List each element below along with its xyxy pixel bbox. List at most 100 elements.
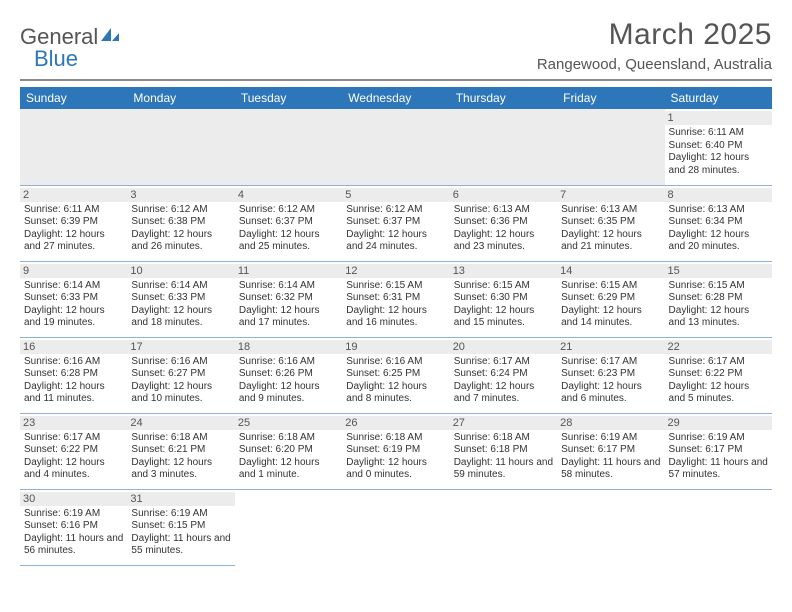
calendar-cell: 19 Sunrise: 6:16 AMSunset: 6:25 PMDayligh… <box>342 337 449 413</box>
day-detail: Sunrise: 6:15 AMSunset: 6:29 PMDaylight:… <box>561 280 660 330</box>
calendar-cell <box>342 109 449 185</box>
day-number: 30 <box>20 492 127 506</box>
calendar-cell: 26Sunrise: 6:18 AMSunset: 6:19 PMDayligh… <box>342 413 449 489</box>
day-detail: Sunrise: 6:17 AMSunset: 6:22 PMDaylight:… <box>24 432 123 482</box>
day-detail: Sunrise: 6:18 AMSunset: 6:20 PMDaylight:… <box>239 432 338 482</box>
calendar-week: 16 Sunrise: 6:16 AMSunset: 6:28 PMDayligh… <box>20 337 772 413</box>
day-detail: Sunrise: 6:19 AMSunset: 6:17 PMDaylight:… <box>669 432 768 482</box>
calendar-cell: 7 Sunrise: 6:13 AMSunset: 6:35 PMDaylight… <box>557 185 664 261</box>
calendar-cell: 9 Sunrise: 6:14 AMSunset: 6:33 PMDaylight… <box>20 261 127 337</box>
day-number: 21 <box>557 340 664 354</box>
calendar-cell: 20Sunrise: 6:17 AMSunset: 6:24 PMDayligh… <box>450 337 557 413</box>
day-number: 20 <box>450 340 557 354</box>
day-number: 7 <box>557 188 664 202</box>
day-number: 29 <box>665 416 772 430</box>
calendar-cell: 21 Sunrise: 6:17 AMSunset: 6:23 PMDayligh… <box>557 337 664 413</box>
calendar-cell: 11 Sunrise: 6:14 AMSunset: 6:32 PMDayligh… <box>235 261 342 337</box>
day-detail: Sunrise: 6:17 AMSunset: 6:23 PMDaylight:… <box>561 356 660 406</box>
day-header: Friday <box>557 87 664 109</box>
day-number: 24 <box>127 416 234 430</box>
day-detail: Sunrise: 6:18 AMSunset: 6:19 PMDaylight:… <box>346 432 445 482</box>
day-number: 27 <box>450 416 557 430</box>
calendar-week: 2Sunrise: 6:11 AMSunset: 6:39 PMDaylight… <box>20 185 772 261</box>
day-number: 22 <box>665 340 772 354</box>
day-detail: Sunrise: 6:17 AMSunset: 6:22 PMDaylight:… <box>669 356 768 406</box>
calendar-cell: 4 Sunrise: 6:12 AMSunset: 6:37 PMDaylight… <box>235 185 342 261</box>
day-header: Monday <box>127 87 234 109</box>
day-number: 19 <box>342 340 449 354</box>
calendar-cell <box>450 109 557 185</box>
calendar-cell: 23 Sunrise: 6:17 AMSunset: 6:22 PMDayligh… <box>20 413 127 489</box>
calendar-cell: 18 Sunrise: 6:16 AMSunset: 6:26 PMDayligh… <box>235 337 342 413</box>
day-number: 2 <box>20 188 127 202</box>
sail-icon <box>99 24 121 50</box>
calendar-cell: 13Sunrise: 6:15 AMSunset: 6:30 PMDayligh… <box>450 261 557 337</box>
calendar-cell <box>342 489 449 565</box>
day-number: 28 <box>557 416 664 430</box>
day-detail: Sunrise: 6:13 AMSunset: 6:36 PMDaylight:… <box>454 204 553 254</box>
day-number: 12 <box>342 264 449 278</box>
calendar-cell: 10 Sunrise: 6:14 AMSunset: 6:33 PMDayligh… <box>127 261 234 337</box>
day-header: Saturday <box>665 87 772 109</box>
day-detail: Sunrise: 6:12 AMSunset: 6:38 PMDaylight:… <box>131 204 230 254</box>
calendar-cell: 12Sunrise: 6:15 AMSunset: 6:31 PMDayligh… <box>342 261 449 337</box>
day-number: 14 <box>557 264 664 278</box>
calendar-cell: 25Sunrise: 6:18 AMSunset: 6:20 PMDayligh… <box>235 413 342 489</box>
day-detail: Sunrise: 6:16 AMSunset: 6:26 PMDaylight:… <box>239 356 338 406</box>
day-detail: Sunrise: 6:18 AMSunset: 6:21 PMDaylight:… <box>131 432 230 482</box>
horizontal-rule <box>20 79 772 81</box>
calendar-cell <box>127 109 234 185</box>
calendar-week: 1 Sunrise: 6:11 AMSunset: 6:40 PMDaylight… <box>20 109 772 185</box>
day-number: 17 <box>127 340 234 354</box>
calendar-cell: 2Sunrise: 6:11 AMSunset: 6:39 PMDaylight… <box>20 185 127 261</box>
calendar-cell: 3Sunrise: 6:12 AMSunset: 6:38 PMDaylight… <box>127 185 234 261</box>
day-detail: Sunrise: 6:14 AMSunset: 6:33 PMDaylight:… <box>131 280 230 330</box>
calendar-cell <box>20 109 127 185</box>
day-number: 6 <box>450 188 557 202</box>
title-block: March 2025 Rangewood, Queensland, Austra… <box>537 18 772 73</box>
calendar-cell <box>235 489 342 565</box>
location-subtitle: Rangewood, Queensland, Australia <box>537 56 772 73</box>
day-number: 18 <box>235 340 342 354</box>
calendar-week: 23 Sunrise: 6:17 AMSunset: 6:22 PMDayligh… <box>20 413 772 489</box>
day-detail: Sunrise: 6:14 AMSunset: 6:33 PMDaylight:… <box>24 280 123 330</box>
day-detail: Sunrise: 6:11 AMSunset: 6:40 PMDaylight:… <box>669 127 768 177</box>
day-header-row: SundayMondayTuesdayWednesdayThursdayFrid… <box>20 87 772 109</box>
day-number: 23 <box>20 416 127 430</box>
calendar-cell <box>557 109 664 185</box>
day-number: 4 <box>235 188 342 202</box>
day-header: Thursday <box>450 87 557 109</box>
calendar-cell: 14 Sunrise: 6:15 AMSunset: 6:29 PMDayligh… <box>557 261 664 337</box>
day-detail: Sunrise: 6:19 AMSunset: 6:17 PMDaylight:… <box>561 432 660 482</box>
day-detail: Sunrise: 6:15 AMSunset: 6:28 PMDaylight:… <box>669 280 768 330</box>
day-detail: Sunrise: 6:16 AMSunset: 6:28 PMDaylight:… <box>24 356 123 406</box>
day-header: Sunday <box>20 87 127 109</box>
calendar-week: 9 Sunrise: 6:14 AMSunset: 6:33 PMDaylight… <box>20 261 772 337</box>
day-number: 31 <box>127 492 234 506</box>
day-detail: Sunrise: 6:12 AMSunset: 6:37 PMDaylight:… <box>346 204 445 254</box>
day-detail: Sunrise: 6:14 AMSunset: 6:32 PMDaylight:… <box>239 280 338 330</box>
calendar-cell: 30 Sunrise: 6:19 AMSunset: 6:16 PMDayligh… <box>20 489 127 565</box>
calendar-cell: 15Sunrise: 6:15 AMSunset: 6:28 PMDayligh… <box>665 261 772 337</box>
day-detail: Sunrise: 6:16 AMSunset: 6:25 PMDaylight:… <box>346 356 445 406</box>
day-number: 1 <box>665 111 772 125</box>
day-detail: Sunrise: 6:19 AMSunset: 6:16 PMDaylight:… <box>24 508 123 558</box>
day-number: 10 <box>127 264 234 278</box>
calendar-cell <box>450 489 557 565</box>
day-detail: Sunrise: 6:18 AMSunset: 6:18 PMDaylight:… <box>454 432 553 482</box>
calendar-cell <box>235 109 342 185</box>
header: General March 2025 Rangewood, Queensland… <box>20 18 772 73</box>
day-header: Tuesday <box>235 87 342 109</box>
day-number: 9 <box>20 264 127 278</box>
calendar-cell: 6 Sunrise: 6:13 AMSunset: 6:36 PMDaylight… <box>450 185 557 261</box>
calendar-cell: 5Sunrise: 6:12 AMSunset: 6:37 PMDaylight… <box>342 185 449 261</box>
day-number: 11 <box>235 264 342 278</box>
day-detail: Sunrise: 6:13 AMSunset: 6:35 PMDaylight:… <box>561 204 660 254</box>
day-number: 16 <box>20 340 127 354</box>
calendar-cell: 8Sunrise: 6:13 AMSunset: 6:34 PMDaylight… <box>665 185 772 261</box>
calendar-cell: 17Sunrise: 6:16 AMSunset: 6:27 PMDayligh… <box>127 337 234 413</box>
day-header: Wednesday <box>342 87 449 109</box>
day-detail: Sunrise: 6:12 AMSunset: 6:37 PMDaylight:… <box>239 204 338 254</box>
calendar-table: SundayMondayTuesdayWednesdayThursdayFrid… <box>20 87 772 566</box>
calendar-cell: 22 Sunrise: 6:17 AMSunset: 6:22 PMDayligh… <box>665 337 772 413</box>
